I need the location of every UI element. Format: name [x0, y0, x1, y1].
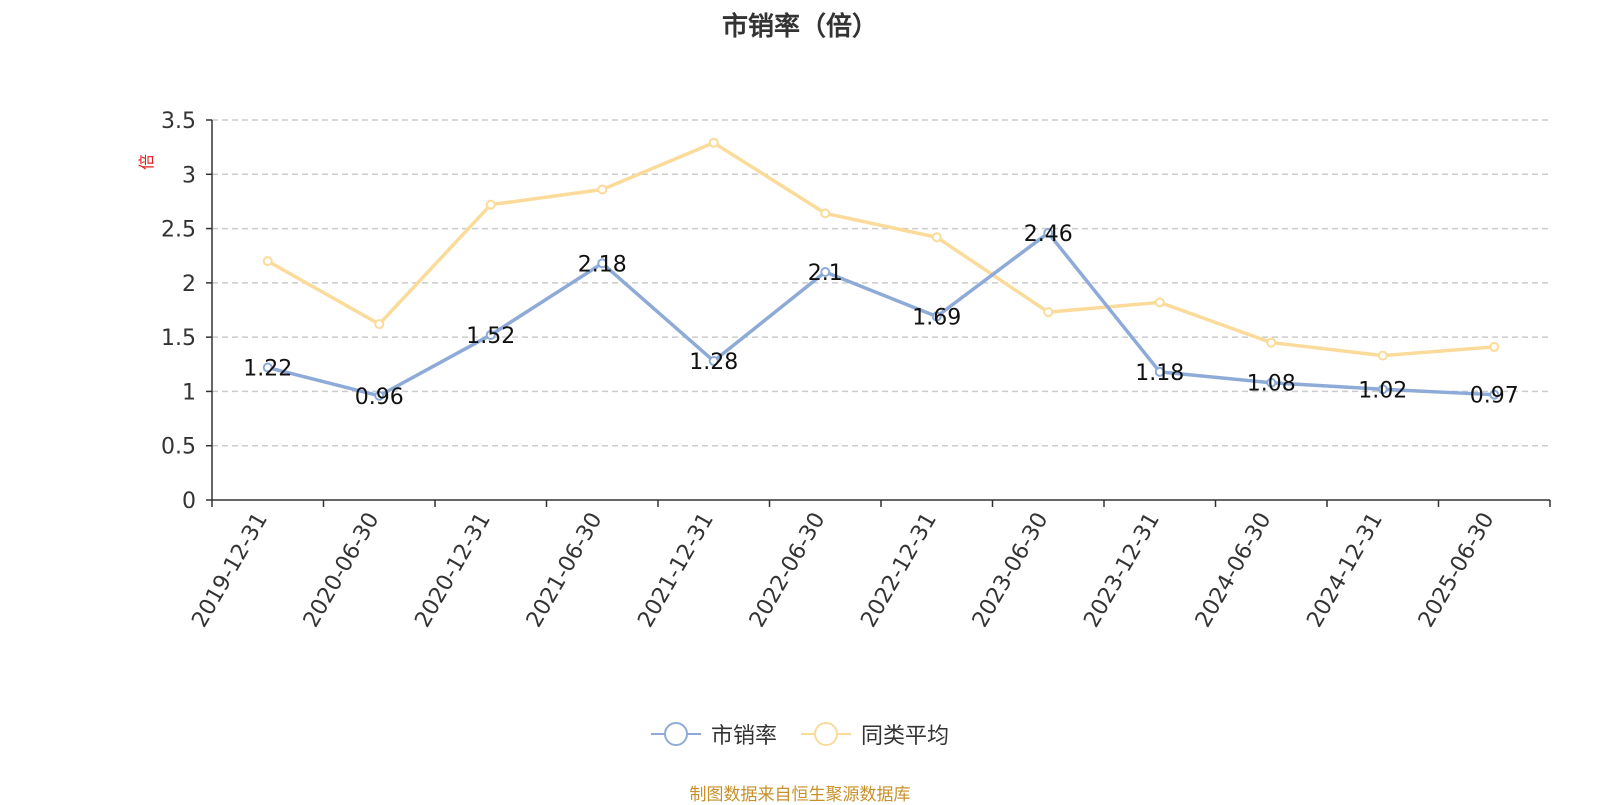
- series-0-point[interactable]: [262, 362, 273, 373]
- y-tick-label: 3.5: [161, 109, 196, 134]
- series-0-point[interactable]: [1154, 366, 1165, 377]
- legend-label-series-1: 同类平均: [861, 724, 950, 749]
- series-1-point[interactable]: [485, 199, 496, 210]
- data-label: 2.1: [808, 261, 843, 286]
- series-1-point[interactable]: [374, 319, 385, 330]
- x-tick-label: 2024-06-30: [1191, 509, 1277, 632]
- series-0-point[interactable]: [820, 267, 831, 277]
- x-tick-label: 2020-12-31: [410, 509, 496, 632]
- series-0-point[interactable]: [708, 356, 719, 367]
- legend: 市销率 同类平均: [0, 718, 1600, 750]
- series-0-point[interactable]: [374, 390, 385, 401]
- legend-item-series-1[interactable]: 同类平均: [801, 718, 949, 750]
- x-tick-label: 2021-12-31: [633, 509, 719, 632]
- series-1-point[interactable]: [708, 137, 719, 148]
- series-0-point[interactable]: [485, 329, 496, 340]
- x-tick-label: 2020-06-30: [299, 509, 385, 632]
- y-tick-label: 0: [182, 489, 196, 514]
- series-line-1: [266, 141, 1495, 358]
- data-label: 1.22: [243, 357, 292, 382]
- data-label: 0.96: [355, 385, 404, 410]
- series-0-point[interactable]: [1377, 384, 1388, 395]
- y-tick-label: 2: [182, 272, 196, 297]
- series-0-point[interactable]: [931, 311, 942, 322]
- x-tick-label: 2022-06-30: [745, 509, 831, 632]
- series-1-point[interactable]: [820, 208, 831, 219]
- series-1-point[interactable]: [597, 184, 608, 195]
- legend-item-series-0[interactable]: 市销率: [650, 718, 777, 750]
- data-label: 1.69: [912, 306, 961, 331]
- data-label: 1.08: [1247, 372, 1296, 397]
- series: [262, 137, 1500, 401]
- x-tick-label: 2025-06-30: [1414, 509, 1500, 632]
- series-0-point[interactable]: [1489, 389, 1500, 400]
- y-tick-label: 3: [182, 163, 196, 188]
- series-0-point[interactable]: [597, 258, 608, 269]
- y-tick-label: 2.5: [161, 218, 196, 243]
- series-1-point[interactable]: [1043, 307, 1054, 318]
- x-tick-label: 2024-12-31: [1302, 509, 1388, 632]
- legend-label-series-0: 市销率: [710, 724, 777, 749]
- gridlines: [212, 119, 1550, 447]
- legend-marker-series-0: [650, 722, 701, 746]
- data-label: 2.18: [578, 252, 627, 277]
- legend-marker-series-1: [801, 722, 851, 746]
- series-0-point[interactable]: [1043, 227, 1054, 238]
- data-label: 1.18: [1135, 361, 1184, 386]
- data-label: 1.28: [689, 350, 738, 375]
- x-tick-label: 2021-06-30: [522, 509, 608, 632]
- x-tick-label: 2023-12-31: [1079, 509, 1165, 632]
- y-tick-label: 1: [182, 380, 196, 405]
- series-1-point[interactable]: [262, 256, 273, 267]
- series-1-point[interactable]: [931, 232, 942, 243]
- series-1-point[interactable]: [1377, 350, 1388, 361]
- x-tick-label: 2022-12-31: [856, 509, 942, 632]
- data-label: 2.46: [1024, 222, 1073, 247]
- x-tick-label: 2023-06-30: [968, 509, 1054, 632]
- y-axis-label: 倍: [137, 154, 156, 170]
- data-labels: 1.22 0.96 1.52 2.18 1.28 2.1 1.69 2.46 1.18 1.08 1…: [243, 222, 1518, 410]
- series-1-point[interactable]: [1154, 297, 1165, 308]
- y-tick-label: 0.5: [161, 435, 196, 460]
- series-1-point[interactable]: [1489, 341, 1500, 352]
- chart-title: 市销率（倍）: [721, 12, 878, 42]
- series-1-point[interactable]: [1266, 337, 1277, 348]
- data-label: 0.97: [1470, 384, 1519, 409]
- data-label: 1.52: [466, 324, 515, 349]
- y-tick-label: 1.5: [161, 326, 196, 351]
- series-0-point[interactable]: [1266, 377, 1277, 388]
- series-line-0: [267, 231, 1495, 398]
- data-label: 1.02: [1358, 378, 1407, 403]
- x-tick-label: 2019-12-31: [187, 509, 273, 632]
- source-note: 制图数据来自恒生聚源数据库: [689, 785, 911, 805]
